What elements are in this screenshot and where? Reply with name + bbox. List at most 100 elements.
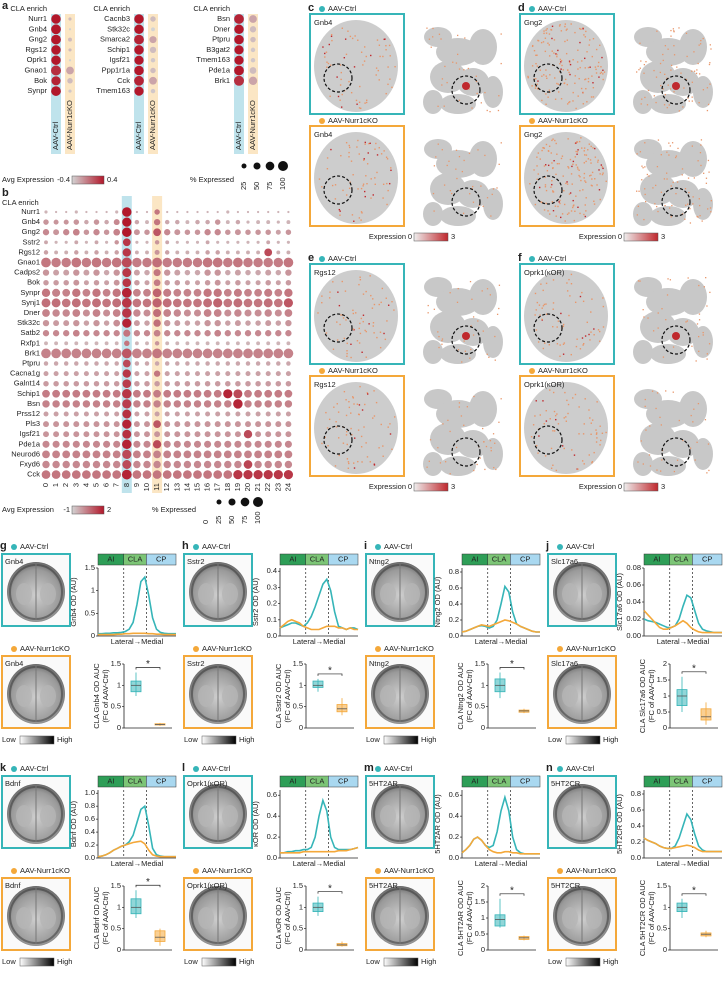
region-label: AI: [107, 554, 114, 563]
dot: [174, 411, 180, 417]
expression-speckle: [542, 400, 544, 402]
umap-speckle: [666, 172, 668, 174]
dot: [265, 320, 272, 327]
umap-speckle: [494, 359, 496, 361]
striatum: [404, 805, 420, 827]
dot: [144, 320, 150, 326]
expression-speckle: [551, 201, 554, 203]
dot: [265, 229, 271, 235]
expression-speckle: [596, 432, 598, 434]
expression-speckle: [356, 146, 358, 148]
expression-speckle: [544, 37, 547, 39]
image-frame: [309, 13, 405, 115]
umap-speckle: [458, 99, 461, 101]
y-tick-label: 0: [299, 945, 303, 954]
umap-hotspot: [462, 82, 470, 90]
expression-speckle: [593, 451, 595, 454]
umap-speckle: [438, 33, 441, 35]
dot: [114, 341, 119, 346]
dot: [93, 431, 100, 438]
y-tick-label: 0: [663, 723, 667, 732]
dot: [54, 210, 58, 214]
umap-speckle: [482, 205, 484, 207]
dot: [43, 250, 49, 255]
expression-speckle: [600, 71, 603, 74]
y-tick-label: 0.3: [267, 582, 277, 591]
y-tick-label: 0: [481, 945, 485, 954]
expression-speckle: [567, 138, 569, 140]
dot: [42, 400, 50, 408]
dot: [43, 371, 49, 377]
dot: [73, 319, 80, 327]
expression-speckle: [555, 53, 557, 55]
umap-speckle: [702, 334, 704, 336]
dot: [143, 460, 151, 469]
dot: [234, 320, 241, 327]
expression-speckle: [588, 333, 590, 336]
y-axis-label: CLA Ntng2 OD AUC: [456, 662, 465, 730]
dot: [194, 431, 201, 438]
region-label: CLA: [492, 554, 507, 563]
expression-speckle: [537, 39, 539, 42]
x-axis-label: Lateral→Medial: [111, 637, 164, 646]
y-tick-label: 0.08: [626, 563, 641, 572]
dot: [53, 279, 59, 286]
roi-circle: [661, 75, 691, 105]
gene-label: 5HT2AR: [369, 779, 398, 788]
dot: [74, 250, 79, 255]
umap-cluster: [679, 279, 707, 315]
low-label: Low: [184, 957, 198, 966]
high-label: High: [57, 957, 72, 966]
condition-label: AAV-Nurr1cKO: [248, 100, 257, 150]
dot: [41, 298, 51, 308]
dot: [250, 36, 256, 43]
umap-cluster: [646, 288, 690, 316]
dot: [143, 330, 151, 337]
dot: [153, 218, 161, 226]
dot: [255, 380, 261, 387]
dot: [255, 280, 261, 286]
condition-dot: [11, 646, 17, 652]
dot: [215, 371, 221, 377]
umap-speckle: [706, 87, 709, 89]
dot: [122, 318, 132, 328]
dot: [203, 309, 212, 317]
dot: [115, 210, 119, 214]
condition-dot: [319, 118, 325, 124]
dot: [73, 279, 80, 286]
low-label: Low: [2, 735, 16, 744]
expression-speckle: [382, 197, 384, 199]
expression-speckle: [545, 303, 547, 305]
cluster-label: 0: [41, 483, 50, 487]
cluster-label: 4: [81, 483, 90, 487]
expression-speckle: [537, 452, 539, 454]
dot: [52, 440, 60, 448]
umap-cluster: [633, 202, 653, 226]
expression-speckle: [339, 214, 341, 216]
umap-speckle: [471, 298, 473, 300]
roi-circle: [323, 425, 353, 455]
dot: [132, 298, 142, 308]
umap-speckle: [469, 357, 471, 359]
y-tick-label: 1: [117, 680, 121, 689]
expression-speckle: [537, 173, 539, 175]
dot: [103, 440, 111, 448]
expression-speckle: [378, 44, 381, 46]
expression-speckle: [538, 186, 541, 189]
dot: [152, 348, 162, 359]
dot: [72, 309, 81, 317]
dot: [82, 440, 90, 448]
expression-speckle: [587, 149, 589, 151]
size-key-label: 50: [227, 516, 236, 524]
expression-speckle: [537, 88, 539, 90]
gene-label: Gnao1: [17, 257, 40, 266]
dot: [204, 229, 211, 236]
region-band: [510, 553, 541, 566]
expression-speckle: [578, 406, 580, 408]
gene-label: Ppp1r1a: [102, 65, 131, 74]
gene-label: Gnb4: [5, 557, 23, 566]
dot: [44, 210, 48, 214]
umap-speckle: [709, 62, 711, 64]
striatum: [40, 685, 56, 707]
dot: [51, 34, 61, 45]
